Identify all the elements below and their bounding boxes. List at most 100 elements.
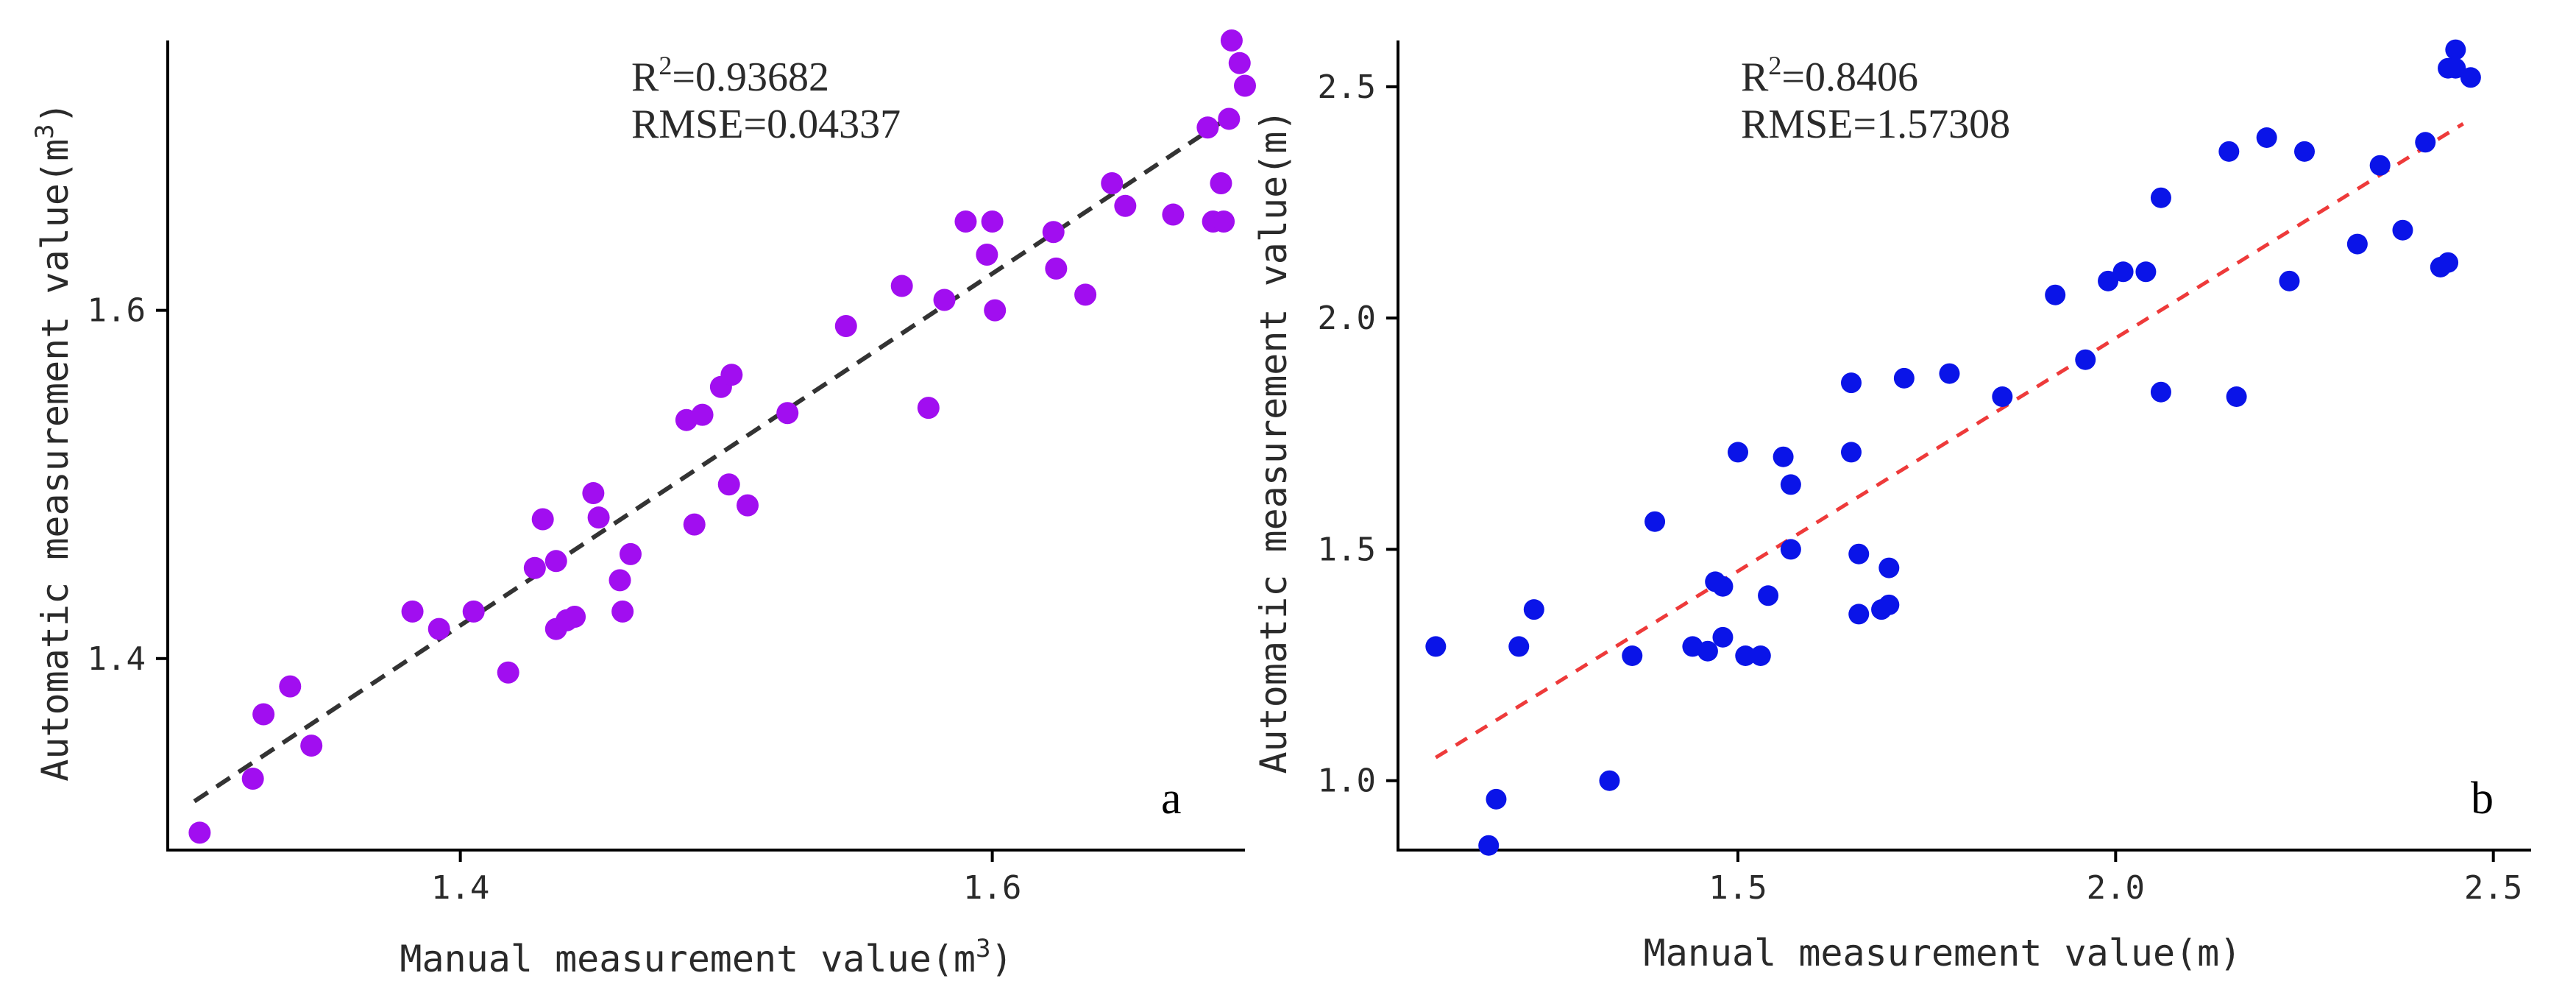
y-axis-title: Automatic measurement value(m) [1252, 109, 1295, 774]
data-point [1234, 74, 1256, 97]
data-point [2226, 386, 2247, 407]
data-point [2075, 349, 2096, 370]
data-point [954, 210, 977, 233]
data-point [1220, 29, 1243, 52]
data-point [2135, 261, 2157, 283]
y-tick-label: 1.5 [1318, 531, 1376, 568]
data-point [776, 402, 799, 425]
data-point [279, 675, 302, 698]
data-point [1758, 585, 1779, 606]
data-point [691, 403, 714, 426]
data-point [984, 299, 1007, 322]
fit-line-group [1435, 122, 2464, 760]
data-point [587, 506, 610, 529]
data-point [720, 364, 743, 386]
chart-panel-b: 1.5 2.0 2.5 1.0 1.5 2.0 2.5 R2=0.8406 RMSE=1.5… [1252, 39, 2531, 974]
data-point [1210, 171, 1232, 194]
x-axis-title: Manual measurement value(m3) [400, 934, 1012, 980]
data-point [523, 556, 546, 579]
y-tick-label: 1.4 [88, 640, 146, 678]
data-point [2445, 57, 2466, 79]
data-point [2112, 261, 2134, 283]
data-point [890, 275, 913, 297]
data-point [2294, 141, 2315, 162]
data-point [737, 494, 759, 517]
data-point [1841, 372, 1862, 394]
data-point [2218, 141, 2240, 162]
data-point [2445, 39, 2466, 60]
data-point [1486, 788, 1507, 810]
chart-panel-a: 1.4 1.6 1.4 1.6 R2=0.93682 RMSE=0.04337 a M… [30, 29, 1256, 980]
data-point [981, 210, 1004, 233]
rmse-annotation: RMSE=0.04337 [631, 102, 901, 147]
data-point [564, 606, 586, 629]
r-squared-annotation: R2=0.8406 [1741, 51, 1918, 100]
y-tick-label: 1.6 [88, 292, 146, 330]
data-point [1750, 645, 1771, 666]
y-tick-label: 2.0 [1318, 300, 1376, 337]
data-point [1728, 442, 1748, 463]
r-squared-annotation: R2=0.93682 [631, 51, 829, 100]
data-point [933, 289, 956, 311]
data-point [1478, 835, 1500, 856]
x-tick-label: 1.5 [1709, 869, 1767, 907]
data-point [2460, 67, 2481, 88]
data-point [2045, 284, 2066, 305]
data-point [2415, 132, 2436, 153]
data-point [2279, 270, 2300, 291]
panel-label: b [2471, 774, 2494, 824]
data-point [1196, 116, 1219, 139]
data-point [1213, 210, 1235, 233]
data-point [1773, 446, 1794, 467]
data-point [497, 661, 519, 684]
x-tick-label: 1.6 [963, 869, 1021, 907]
data-point [401, 600, 424, 623]
data-point [2150, 381, 2171, 403]
data-point [1780, 474, 1801, 495]
y-tick-label: 2.5 [1318, 68, 1376, 106]
data-point [1508, 636, 1530, 657]
data-point [608, 569, 631, 592]
data-point [1893, 367, 1915, 389]
tick-group: 1.4 1.6 1.4 1.6 [88, 292, 1022, 907]
fit-line-group [193, 113, 1233, 804]
data-point [1523, 599, 1544, 620]
point-group [188, 29, 1256, 844]
data-point [2256, 127, 2277, 148]
x-tick-label: 1.4 [431, 869, 489, 907]
data-point [976, 243, 998, 266]
rmse-annotation: RMSE=1.57308 [1741, 102, 2010, 147]
data-point [1939, 363, 1960, 384]
data-point [1712, 576, 1734, 597]
data-point [241, 768, 264, 790]
data-point [252, 703, 275, 726]
data-point [300, 735, 323, 757]
data-point [544, 550, 567, 573]
data-point [1622, 645, 1643, 666]
data-point [2392, 219, 2413, 241]
data-point [717, 473, 740, 496]
data-point [611, 600, 634, 623]
data-point [1228, 52, 1251, 74]
data-point [2438, 252, 2459, 273]
data-point [834, 314, 857, 337]
data-point [1780, 539, 1801, 560]
data-point [1841, 442, 1862, 463]
data-point [1101, 171, 1124, 194]
panel-label: a [1161, 774, 1182, 824]
data-point [1045, 257, 1068, 280]
data-point [1425, 636, 1447, 657]
x-tick-label: 2.5 [2464, 869, 2522, 907]
data-point [619, 542, 642, 565]
data-point [1074, 283, 1097, 306]
data-point [1114, 194, 1137, 217]
data-point [1878, 557, 1900, 578]
data-point [1599, 770, 1620, 791]
x-axis-title: Manual measurement value(m) [1644, 932, 2242, 974]
fit-line [1435, 122, 2464, 760]
data-point [2369, 155, 2391, 176]
data-point [1697, 640, 1718, 662]
data-point [1735, 645, 1756, 666]
data-point [917, 397, 940, 420]
